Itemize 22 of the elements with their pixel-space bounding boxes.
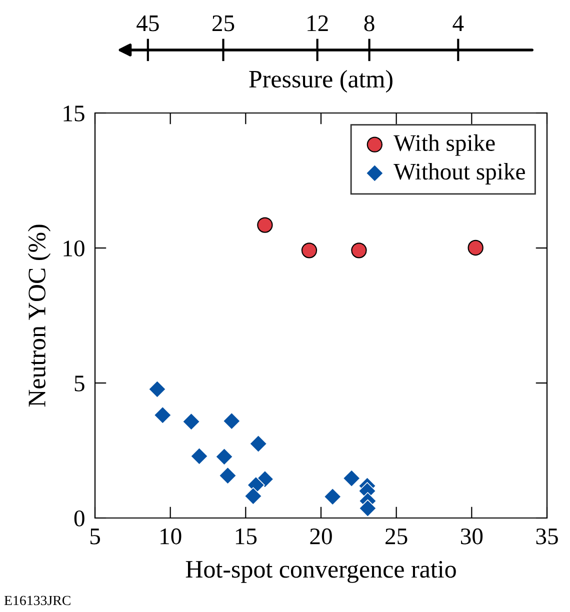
x2-tick-label: 4 [452,15,464,32]
x-tick-label: 15 [236,528,257,544]
legend-label: With spike [394,134,495,156]
x-tick-label: 30 [460,528,483,544]
x2-tick-label: 25 [212,15,234,32]
y-tick-label: 0 [74,510,84,526]
x-tick-label: 5 [90,528,100,544]
y-axis-title: Neutron YOC (%) [28,224,51,407]
y-tick-label: 10 [64,240,84,256]
x-tick-label: 35 [536,528,558,544]
x2-tick-label: 45 [136,15,159,32]
x-tick-label: 20 [310,528,332,544]
y-tick-label: 15 [64,106,84,122]
x-tick-label: 25 [386,528,408,544]
x2-tick-label: 8 [364,15,374,32]
x2-tick-label: 12 [308,15,328,32]
y-tick-label: 5 [74,376,84,392]
x-axis-title: Hot-spot convergence ratio [186,560,456,583]
text: E16133JRC [4,596,70,606]
x-tick-label: 10 [160,528,182,544]
x2-axis-title: Pressure (atm) [249,70,392,93]
legend-label: Without spike [394,163,525,184]
